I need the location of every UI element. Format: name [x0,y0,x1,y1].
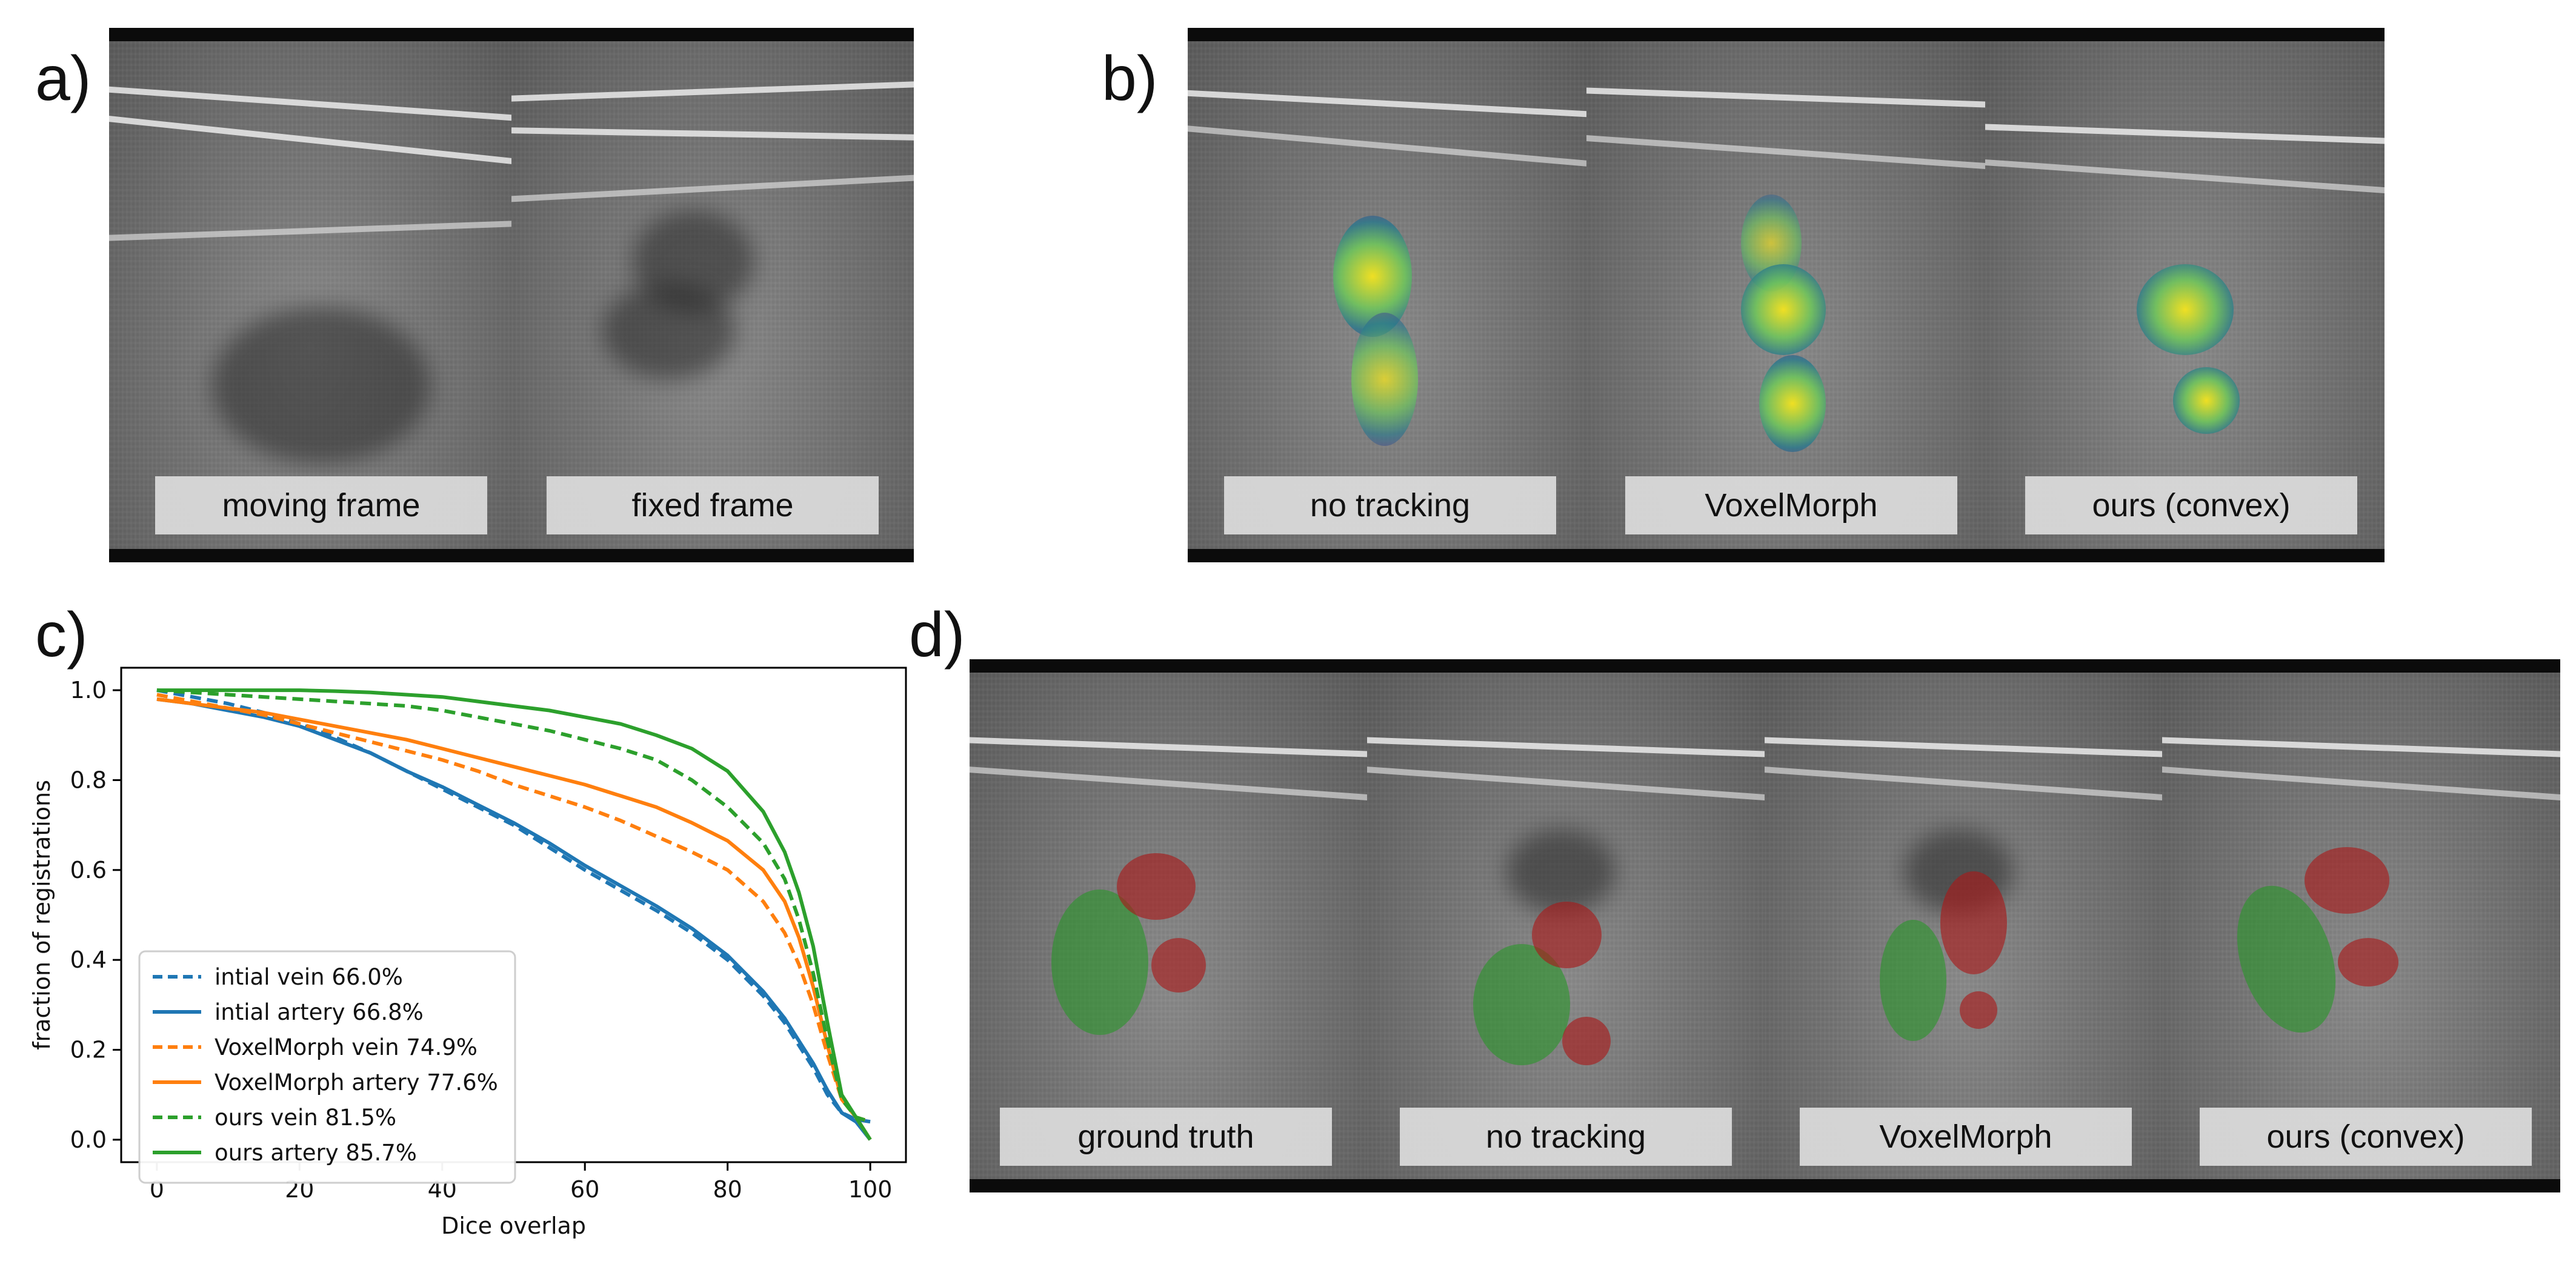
legend-entry: VoxelMorph artery 77.6% [215,1069,498,1096]
voxelmorph-seg-image [1765,659,2162,1192]
label-moving-frame: moving frame [155,476,487,534]
x-tick-label: 60 [570,1176,599,1203]
y-tick-label: 0.0 [70,1126,107,1153]
chart-legend: intial vein 66.0% intial artery 66.8% Voxe… [138,950,516,1184]
x-tick-label: 80 [713,1176,742,1203]
legend-entry: intial artery 66.8% [215,999,424,1025]
panel-d-letter: d) [909,600,965,670]
no-tracking-seg-image [1367,659,1765,1192]
label-voxelmorph-d: VoxelMorph [1800,1108,2132,1166]
panel-b-letter: b) [1102,44,1158,114]
panel-d-image-strip: ground truth no tracking VoxelMorph ours… [970,659,2560,1192]
x-axis-label: Dice overlap [441,1212,586,1239]
y-tick-label: 0.2 [70,1037,107,1063]
legend-entry: ours artery 85.7% [215,1140,417,1166]
x-tick-label: 100 [848,1176,893,1203]
fixed-frame-image [511,28,914,562]
moving-frame-image [109,28,511,562]
voxelmorph-heatmap-image [1586,28,1985,562]
y-tick-label: 0.4 [70,946,107,973]
label-no-tracking-d: no tracking [1400,1108,1732,1166]
legend-frame [138,950,516,1184]
y-tick-label: 0.6 [70,857,107,883]
ground-truth-image [970,659,1367,1192]
series-line [156,688,872,1141]
no-tracking-heatmap-image [1188,28,1586,562]
series-line [156,688,871,1124]
ours-convex-heatmap-image [1985,28,2385,562]
label-ours-convex-b: ours (convex) [2025,476,2357,534]
ours-convex-seg-image [2162,659,2560,1192]
panel-a-letter: a) [35,44,92,114]
legend-entry: VoxelMorph vein 74.9% [215,1034,478,1060]
panel-b-image-strip: no tracking VoxelMorph ours (convex) [1188,28,2385,562]
series-line [156,688,871,1124]
series-line [156,697,872,1141]
y-tick-label: 1.0 [70,677,107,703]
y-tick-label: 0.8 [70,767,107,793]
label-no-tracking-b: no tracking [1224,476,1556,534]
legend-entry: ours vein 81.5% [215,1105,396,1131]
label-voxelmorph-b: VoxelMorph [1625,476,1957,534]
series-line [156,697,872,1141]
panel-c-letter: c) [35,600,88,670]
label-fixed-frame: fixed frame [547,476,879,534]
series-line [156,693,871,1124]
y-axis-label: fraction of registrations [28,780,55,1050]
panel-a-image-strip: moving frame fixed frame [109,28,914,562]
label-ours-convex-d: ours (convex) [2200,1108,2532,1166]
legend-entry: intial vein 66.0% [215,964,403,990]
label-ground-truth: ground truth [1000,1108,1332,1166]
